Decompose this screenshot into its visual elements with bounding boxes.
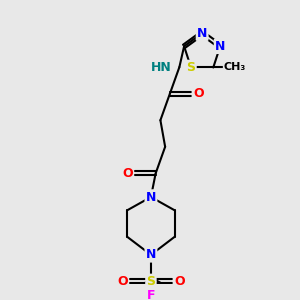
- Text: S: S: [187, 61, 196, 74]
- Text: O: O: [193, 87, 204, 100]
- Text: O: O: [174, 275, 185, 288]
- Text: F: F: [147, 289, 155, 300]
- Text: N: N: [215, 40, 225, 53]
- Text: S: S: [146, 275, 155, 288]
- Text: HN: HN: [151, 61, 172, 74]
- Text: N: N: [146, 248, 156, 261]
- Text: O: O: [117, 275, 128, 288]
- Text: O: O: [122, 167, 133, 180]
- Text: N: N: [197, 27, 207, 40]
- Text: CH₃: CH₃: [224, 62, 246, 73]
- Text: N: N: [146, 190, 156, 203]
